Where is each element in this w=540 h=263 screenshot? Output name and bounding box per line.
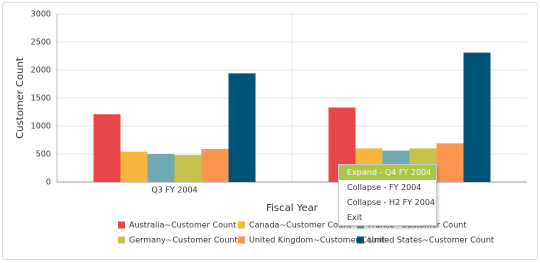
bar — [201, 148, 229, 182]
bar — [228, 73, 256, 182]
x-axis-title: Fiscal Year — [266, 203, 319, 214]
legend-label: United States~Customer Count — [368, 236, 494, 245]
x-tick-label: Q3 FY 2004 — [151, 186, 197, 195]
y-tick-label: 500 — [36, 150, 51, 159]
y-tick-label: 2500 — [31, 38, 51, 47]
menu-item[interactable]: Exit — [347, 213, 363, 222]
menu-item[interactable]: Collapse - FY 2004 — [347, 183, 422, 192]
bar — [174, 155, 202, 182]
y-tick-label: 1000 — [31, 122, 51, 131]
bar — [436, 143, 464, 182]
legend-swatch — [118, 221, 125, 229]
menu-item[interactable]: Expand - Q4 FY 2004 — [339, 165, 436, 180]
y-tick-label: 2000 — [31, 66, 51, 75]
legend-swatch — [357, 236, 364, 244]
context-menu: Expand - Q4 FY 2004 Collapse - FY 2004 C… — [338, 164, 437, 226]
legend-swatch — [118, 236, 125, 244]
legend-label: Canada~Customer Count — [249, 221, 351, 230]
legend-label: Germany~Customer Count — [129, 236, 238, 245]
y-tick-label: 3000 — [31, 10, 51, 19]
bar — [147, 154, 175, 182]
menu-item[interactable]: Collapse - H2 FY 2004 — [347, 198, 436, 207]
y-tick-label: 1500 — [31, 94, 51, 103]
legend-swatch — [238, 236, 245, 244]
legend-label: United Kingdom~Customer Count — [249, 236, 385, 245]
legend-label: Australia~Customer Count — [129, 221, 236, 230]
legend-swatch — [238, 221, 245, 229]
y-tick-label: 0 — [46, 178, 51, 187]
bar — [120, 151, 148, 182]
bar — [463, 52, 491, 182]
y-axis-title: Customer Count — [15, 57, 26, 139]
bar — [93, 114, 121, 182]
